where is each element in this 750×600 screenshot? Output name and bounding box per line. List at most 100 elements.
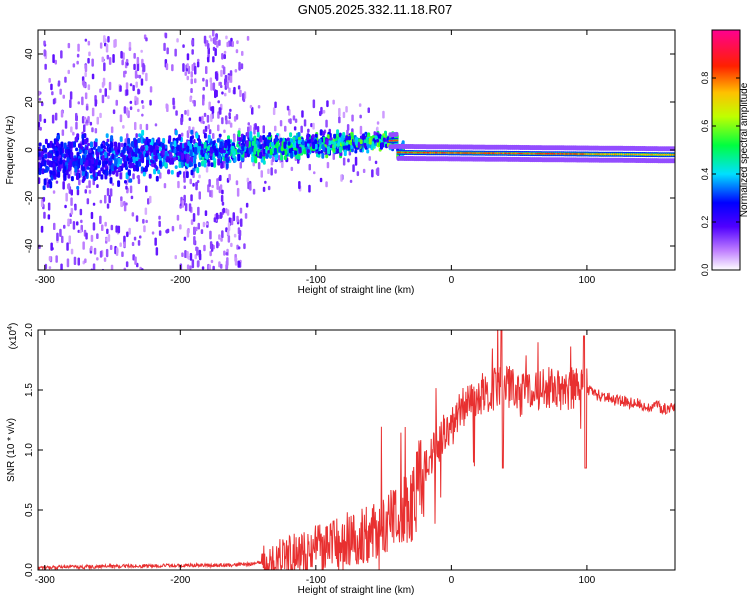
- spectral-cell: [41, 157, 45, 163]
- spectral-cell: [68, 235, 71, 245]
- spectral-cell: [41, 102, 44, 107]
- spectral-cell: [70, 126, 73, 133]
- spectral-cell: [205, 222, 209, 226]
- spectral-cell: [248, 147, 252, 155]
- spectral-cell: [202, 98, 205, 106]
- spectral-cell: [91, 58, 94, 67]
- spectral-cell: [84, 71, 87, 78]
- spectral-cell: [238, 61, 241, 71]
- spectral-cell: [70, 151, 74, 159]
- spectral-cell: [65, 272, 68, 280]
- spectral-cell: [153, 148, 157, 156]
- spectral-cell: [227, 140, 231, 147]
- spectral-cell: [124, 70, 127, 74]
- spectral-cell: [256, 131, 260, 138]
- spectral-cell: [205, 66, 208, 74]
- spectral-cell: [242, 135, 246, 142]
- spectral-cell: [107, 36, 110, 43]
- spectral-cell: [298, 146, 302, 152]
- spectral-cell: [67, 183, 70, 190]
- spectral-cell: [104, 194, 107, 204]
- spectral-cell: [100, 167, 104, 172]
- spectral-cell: [270, 167, 273, 176]
- spectral-cell: [96, 184, 99, 188]
- spectral-cell: [325, 138, 329, 145]
- colorbar-tick-label: 0.0: [700, 264, 710, 277]
- spectral-cell: [294, 118, 298, 123]
- spectral-cell: [224, 74, 228, 84]
- spectral-cell: [238, 127, 241, 131]
- spectral-cell: [217, 158, 221, 166]
- spectral-cell: [59, 147, 63, 155]
- spectral-cell: [117, 180, 121, 187]
- y-tick-label: 1.5: [24, 383, 35, 397]
- spectral-cell: [39, 114, 42, 122]
- spectral-cell: [182, 63, 185, 72]
- spectral-cell: [43, 178, 47, 186]
- spectral-cell: [65, 161, 68, 166]
- spectral-cell: [84, 139, 88, 145]
- spectral-cell: [288, 148, 292, 154]
- spectral-cell: [382, 110, 385, 119]
- spectral-cell: [293, 126, 297, 131]
- spectral-cell: [259, 144, 263, 150]
- x-tick-label: 0: [449, 575, 455, 586]
- y-tick-label: -20: [24, 190, 35, 205]
- spectral-cell: [376, 167, 380, 176]
- spectral-cell: [77, 43, 80, 52]
- spectral-cell: [100, 174, 104, 180]
- spectral-cell: [300, 125, 303, 133]
- spectral-cell: [151, 231, 155, 235]
- spectral-cell: [96, 116, 99, 125]
- spectral-cell: [239, 161, 242, 169]
- snr-y-axis: 0.0 0.5 1.0 1.5 2.0: [24, 323, 675, 577]
- spectral-cell: [177, 151, 181, 156]
- spectral-cell: [108, 81, 112, 91]
- spectral-cell: [193, 226, 196, 235]
- spectral-cell: [231, 145, 235, 153]
- spectral-cell: [85, 232, 88, 240]
- spectral-cell: [51, 114, 55, 124]
- x-tick-label: 100: [579, 275, 596, 286]
- spectral-cell: [311, 134, 315, 139]
- spectral-cell: [99, 215, 102, 224]
- spectral-cell: [237, 130, 241, 137]
- spectral-cell: [127, 169, 131, 176]
- spectral-cell: [105, 160, 108, 165]
- spectral-cell: [226, 81, 229, 89]
- spectral-cell: [86, 198, 90, 205]
- spectral-cell: [376, 121, 380, 125]
- spectral-cell: [219, 107, 222, 115]
- spectral-cell: [41, 161, 45, 166]
- spectral-cell: [63, 142, 67, 149]
- spectral-cell: [57, 134, 60, 140]
- spectral-cell: [106, 203, 110, 209]
- spectral-cell: [287, 141, 291, 146]
- spectral-cell: [308, 163, 311, 171]
- spectral-cell: [49, 170, 53, 174]
- spectral-cell: [348, 135, 351, 141]
- spectral-cell: [251, 106, 254, 115]
- spectral-cell: [104, 221, 107, 227]
- spectral-cell: [231, 41, 234, 48]
- spectral-cell: [368, 156, 371, 161]
- spectral-cell: [219, 174, 222, 182]
- spectral-cell: [350, 145, 354, 149]
- spectral-cell: [92, 146, 96, 150]
- spectral-cell: [103, 257, 107, 262]
- spectral-cell: [201, 156, 205, 161]
- spectral-cell: [264, 137, 268, 143]
- spectral-cell: [244, 213, 248, 219]
- spectral-cell: [222, 66, 226, 75]
- spectral-cell: [306, 149, 310, 154]
- spectral-cell: [146, 159, 149, 166]
- spectral-cell: [239, 89, 242, 97]
- spectral-cell: [394, 139, 399, 142]
- spectral-cell: [87, 84, 91, 90]
- spectral-cell: [257, 105, 261, 109]
- spectral-cell: [137, 108, 140, 113]
- spectral-cell: [267, 150, 271, 154]
- spectral-cell: [343, 149, 347, 157]
- spectral-cell: [149, 86, 153, 93]
- spectral-cell: [241, 50, 244, 56]
